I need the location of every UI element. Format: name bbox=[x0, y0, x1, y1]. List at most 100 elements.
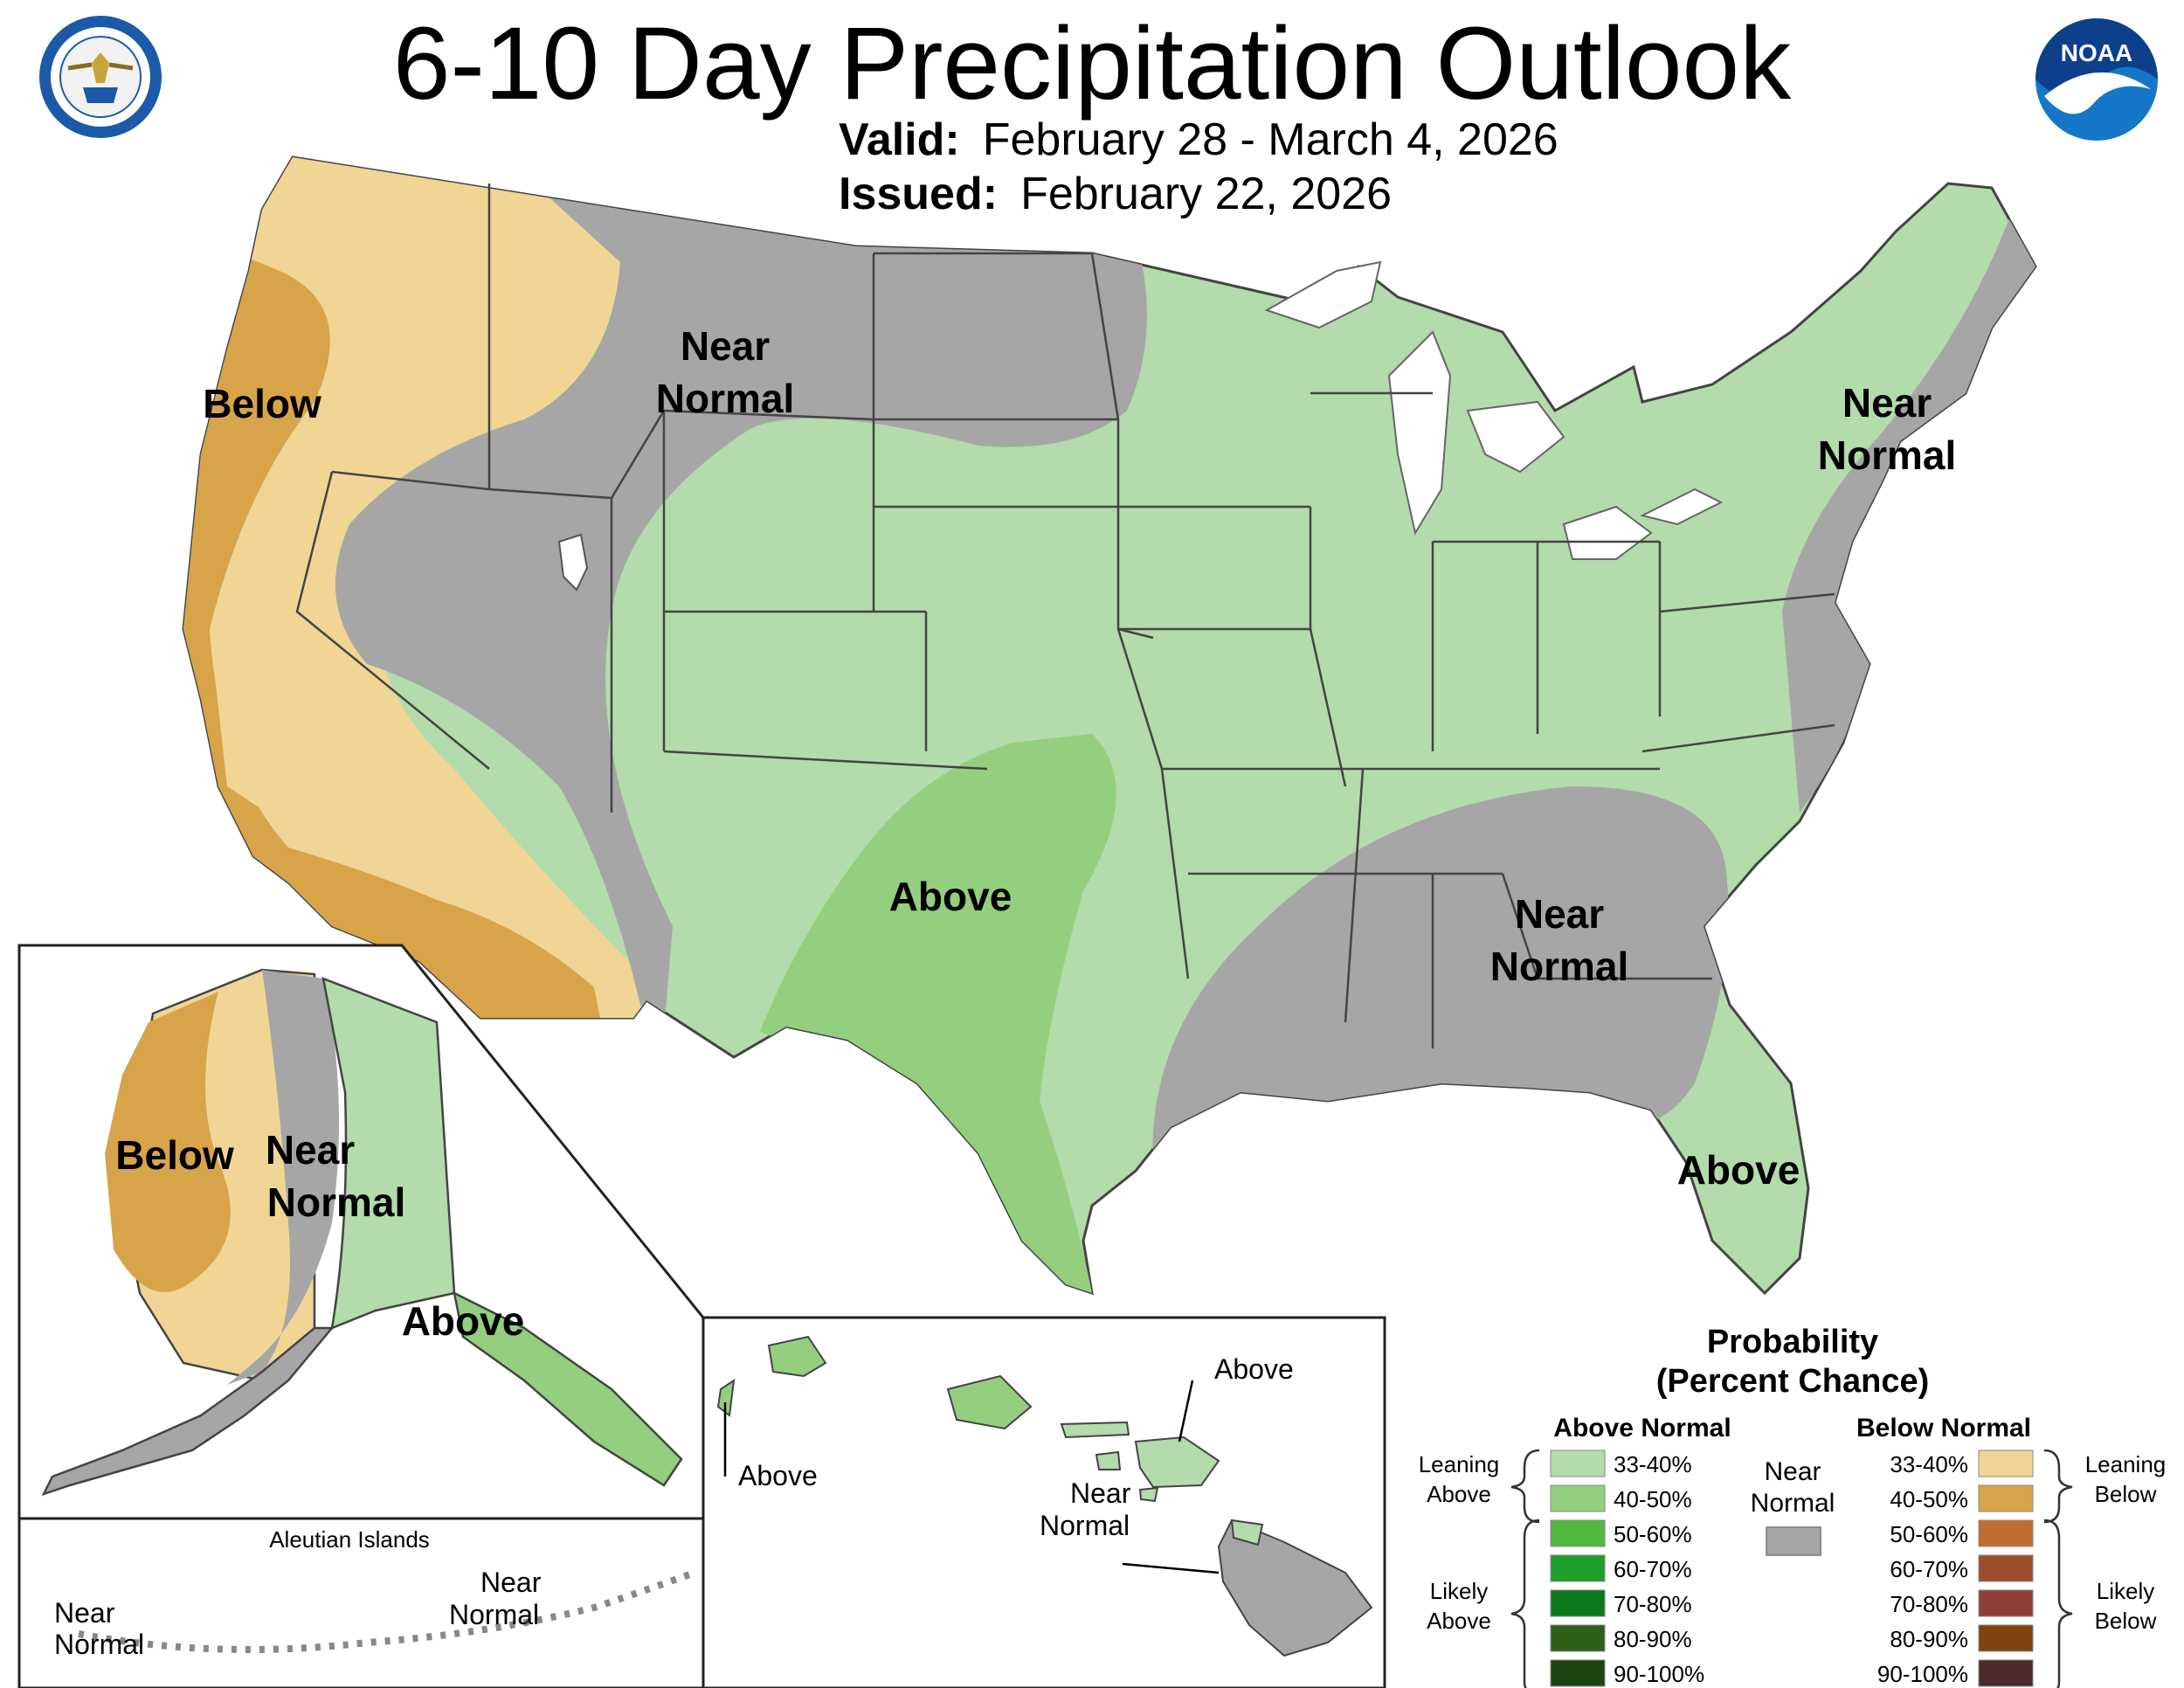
hawaii-label-near: Near bbox=[1070, 1477, 1131, 1509]
valid-label: Valid: bbox=[839, 114, 960, 165]
label-northeast-near: Near bbox=[1842, 380, 1932, 425]
region-below-40-50-coast bbox=[183, 227, 603, 1031]
legend-swatch-above-6 bbox=[1550, 1659, 1606, 1687]
legend-leaning-above-2: Above bbox=[1427, 1481, 1491, 1507]
legend-swatch-above-2 bbox=[1550, 1519, 1606, 1547]
legend-swatch-above-3 bbox=[1550, 1554, 1606, 1582]
legend-label-above-2: 50-60% bbox=[1614, 1521, 1692, 1547]
issued-date: Issued: February 22, 2026 bbox=[839, 168, 1392, 220]
great-salt-lake bbox=[557, 533, 589, 591]
label-north-near: Near bbox=[681, 323, 770, 369]
label-southeast-near: Near bbox=[1515, 891, 1604, 937]
legend-swatch-below-6 bbox=[1978, 1659, 2034, 1687]
alaska-label-near: Near bbox=[266, 1127, 355, 1173]
alaska-inset: Below Near Normal Above bbox=[17, 944, 705, 1520]
legend-subtitle: (Percent Chance) bbox=[1656, 1363, 1930, 1400]
valid-value: February 28 - March 4, 2026 bbox=[982, 114, 1559, 165]
legend-label-above-5: 80-90% bbox=[1614, 1626, 1692, 1652]
legend-swatch-above-0 bbox=[1550, 1449, 1606, 1477]
label-southern-above: Above bbox=[889, 874, 1013, 919]
legend-swatch-below-0 bbox=[1978, 1449, 2034, 1477]
legend-label-below-1: 40-50% bbox=[1890, 1486, 1968, 1512]
hawaii-maui bbox=[1134, 1435, 1220, 1489]
legend-swatch-near-normal bbox=[1766, 1526, 1821, 1556]
legend-leaning-above-1: Leaning bbox=[1419, 1451, 1500, 1477]
legend-normal-label: Normal bbox=[1751, 1489, 1835, 1518]
legend-swatch-below-1 bbox=[1978, 1484, 2034, 1512]
region-near-normal-north-west bbox=[335, 175, 1147, 1031]
hawaii-niihau bbox=[716, 1378, 736, 1417]
legend-label-above-0: 33-40% bbox=[1614, 1451, 1692, 1477]
alaska-label-normal: Normal bbox=[267, 1180, 405, 1225]
alaska-south-coast bbox=[41, 1326, 335, 1497]
legend-leaning-below-2: Below bbox=[2095, 1481, 2157, 1507]
great-lakes bbox=[1264, 260, 1724, 560]
aleutian-left-normal: Normal bbox=[54, 1629, 144, 1660]
region-near-normal-southeast bbox=[1152, 786, 1729, 1171]
probability-legend: Probability (Percent Chance) Above Norma… bbox=[1419, 1324, 2167, 1688]
legend-label-above-3: 60-70% bbox=[1614, 1556, 1692, 1582]
alaska-label-below: Below bbox=[115, 1132, 234, 1178]
legend-label-above-6: 90-100% bbox=[1614, 1661, 1704, 1687]
hawaii-kahoolawe bbox=[1138, 1486, 1159, 1503]
alaska-below-40-50 bbox=[105, 992, 231, 1292]
legend-swatch-above-5 bbox=[1550, 1624, 1606, 1652]
legend-label-above-1: 40-50% bbox=[1614, 1486, 1692, 1512]
legend-swatch-above-4 bbox=[1550, 1589, 1606, 1617]
commerce-seal-logo bbox=[39, 16, 162, 138]
legend-above-header: Above Normal bbox=[1553, 1414, 1731, 1442]
hawaii-oahu bbox=[946, 1374, 1033, 1430]
page-title: 6-10 Day Precipitation Outlook bbox=[392, 6, 1792, 121]
legend-swatch-below-2 bbox=[1978, 1519, 2034, 1547]
alaska-panhandle bbox=[453, 1290, 683, 1487]
alaska-label-above: Above bbox=[402, 1298, 525, 1344]
hawaii-label-normal: Normal bbox=[1040, 1510, 1130, 1541]
label-southeast-normal: Normal bbox=[1490, 944, 1628, 989]
hawaii-label-above-left: Above bbox=[738, 1460, 818, 1491]
label-north-normal: Normal bbox=[656, 376, 794, 421]
legend-swatch-below-4 bbox=[1978, 1589, 2034, 1617]
legend-label-below-3: 60-70% bbox=[1890, 1556, 1968, 1582]
legend-likely-above-1: Likely bbox=[1430, 1578, 1488, 1604]
label-northeast-normal: Normal bbox=[1818, 432, 1956, 478]
noaa-logo: NOAA bbox=[2035, 18, 2158, 141]
legend-leaning-below-1: Leaning bbox=[2085, 1451, 2167, 1477]
label-florida-above: Above bbox=[1677, 1147, 1800, 1193]
label-west-below: Below bbox=[203, 381, 321, 426]
state-borders bbox=[295, 183, 1835, 1048]
legend-label-above-4: 70-80% bbox=[1614, 1591, 1692, 1617]
legend-label-below-6: 90-100% bbox=[1877, 1661, 1968, 1687]
valid-dates: Valid: February 28 - March 4, 2026 bbox=[839, 114, 1559, 166]
hawaii-big-island bbox=[1217, 1519, 1373, 1657]
hawaii-kauai bbox=[767, 1335, 827, 1378]
legend-swatch-below-3 bbox=[1978, 1554, 2034, 1582]
legend-likely-below-1: Likely bbox=[2097, 1578, 2154, 1604]
hawaii-label-above-right: Above bbox=[1214, 1353, 1294, 1385]
legend-below-header: Below Normal bbox=[1856, 1414, 2031, 1442]
issued-label: Issued: bbox=[839, 169, 999, 219]
aleutian-title: Aleutian Islands bbox=[269, 1526, 430, 1553]
legend-near-label: Near bbox=[1764, 1457, 1821, 1486]
aleutian-inset: Aleutian Islands Near Normal Near Normal bbox=[17, 1517, 705, 1688]
legend-label-below-0: 33-40% bbox=[1890, 1451, 1968, 1477]
legend-label-below-2: 50-60% bbox=[1890, 1521, 1968, 1547]
conus-map bbox=[182, 156, 2037, 1296]
hawaii-molokai bbox=[1060, 1421, 1130, 1439]
legend-swatch-below-5 bbox=[1978, 1624, 2034, 1652]
hawaii-big-island-north bbox=[1230, 1519, 1264, 1546]
legend-likely-below-2: Below bbox=[2095, 1608, 2157, 1634]
legend-swatch-above-1 bbox=[1550, 1484, 1606, 1512]
legend-label-below-5: 80-90% bbox=[1890, 1626, 1968, 1652]
region-above-40-50-south bbox=[760, 734, 1116, 1293]
legend-label-below-4: 70-80% bbox=[1890, 1591, 1968, 1617]
hawaii-lanai bbox=[1095, 1450, 1122, 1470]
legend-swatches: 33-40% 40-50% 50-60% 60-70% 70-80% 80-90% 90-1… bbox=[1550, 1449, 2034, 1687]
hawaii-inset: Above Above Near Normal bbox=[702, 1316, 1386, 1688]
aleutian-right-near: Near bbox=[480, 1567, 542, 1598]
region-leaning-below-inner bbox=[210, 481, 349, 839]
legend-likely-above-2: Above bbox=[1427, 1608, 1491, 1634]
aleutian-left-near: Near bbox=[54, 1597, 115, 1629]
legend-title: Probability bbox=[1707, 1324, 1878, 1360]
